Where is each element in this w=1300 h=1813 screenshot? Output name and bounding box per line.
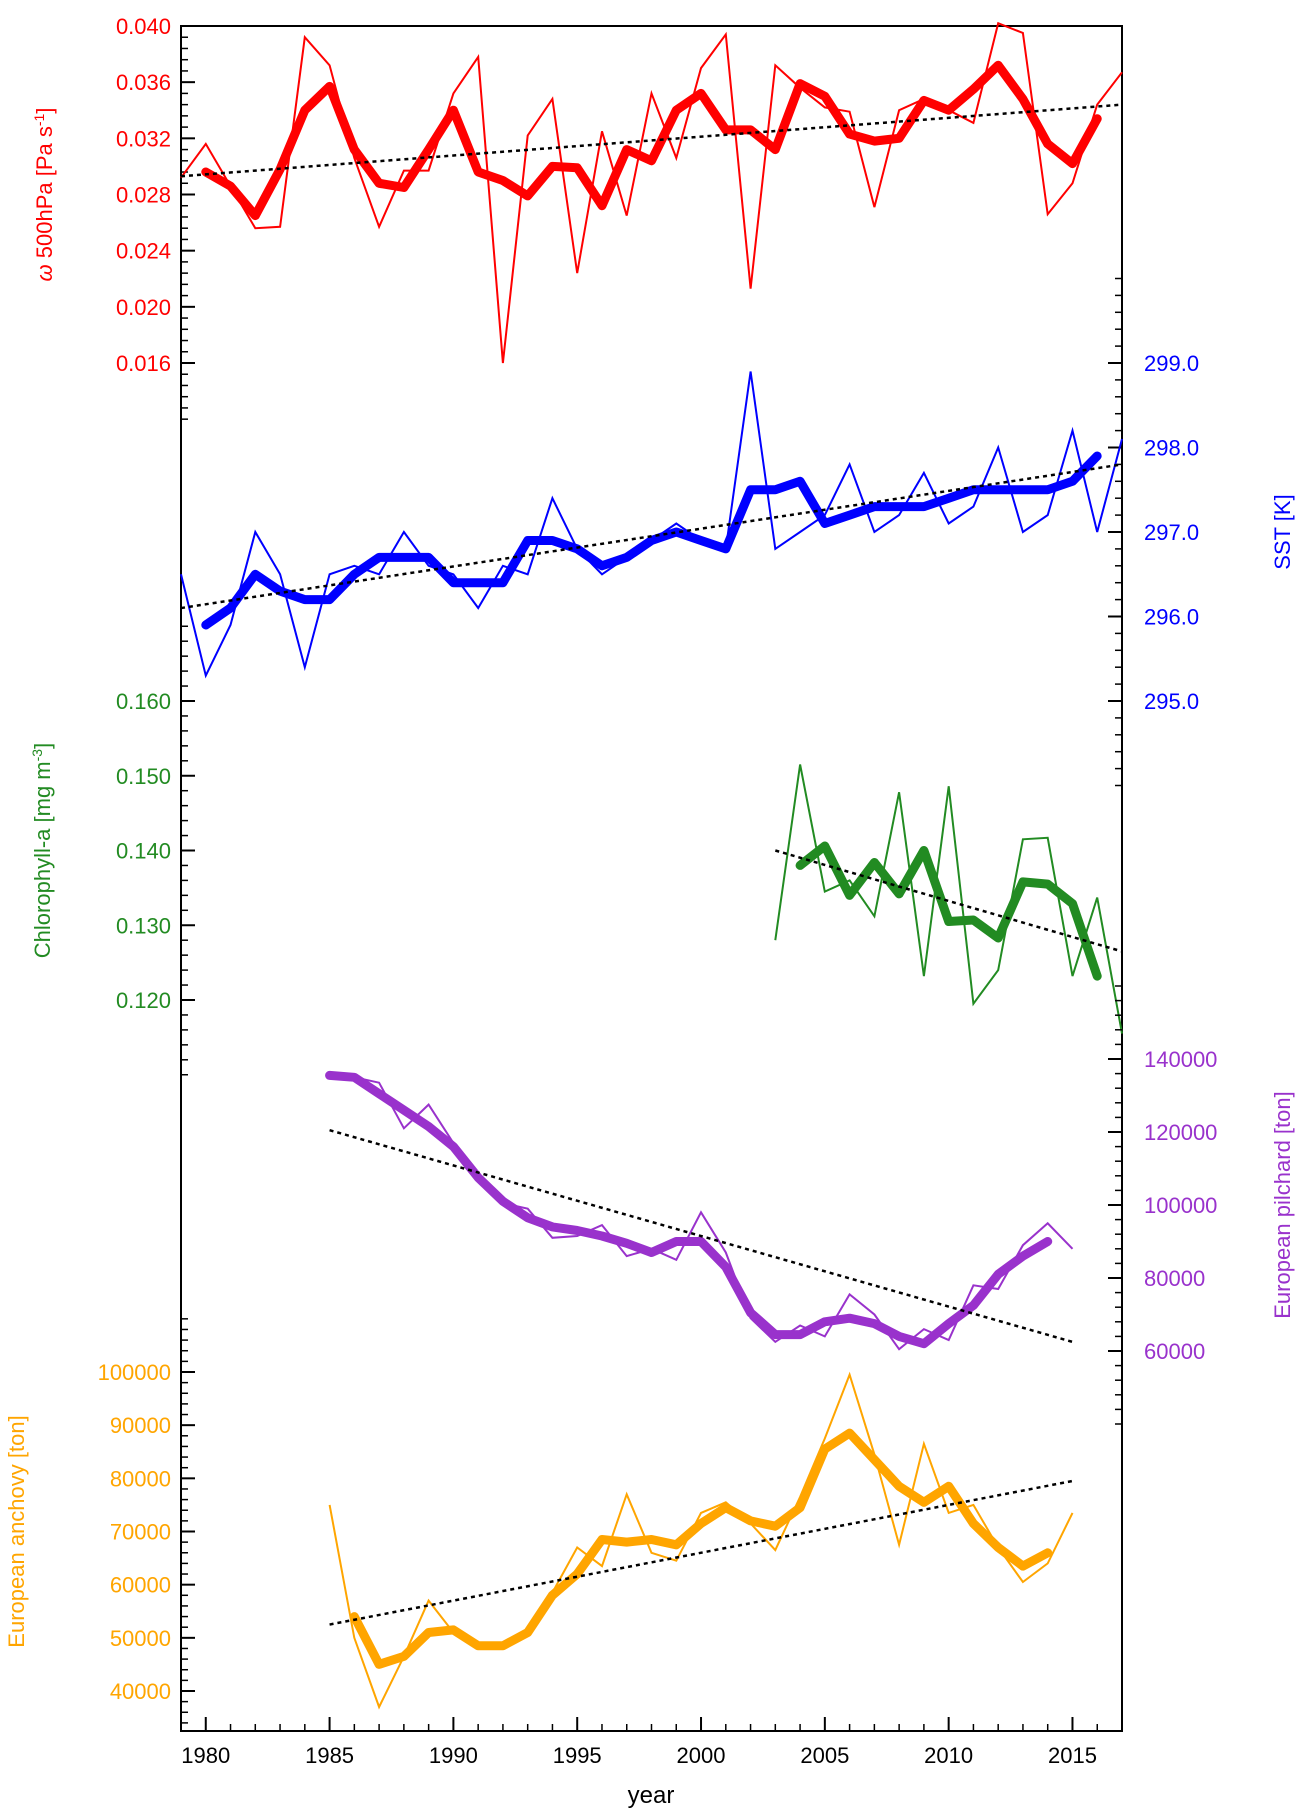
xtick-label: 1980 [181,1743,230,1768]
ytick-label-chl: 0.150 [116,764,171,789]
ytick-label-sst: 295.0 [1144,689,1199,714]
annual-series-omega [180,21,1123,364]
ylabel-chl: Chlorophyll-a [mg m-3] [29,743,55,958]
ylabel-main: Chlorophyll-a [mg m [30,761,55,958]
smoothed-series-omega [201,60,1102,221]
annual-series-pilchard [329,1074,1074,1351]
ylabel-pilchard: European pilchard [ton] [1270,1091,1295,1319]
ylabel-end: ] [32,108,57,114]
ytick-label-anchovy: 100000 [98,1360,171,1385]
ylabel-symbol: ω [32,264,57,281]
ytick-label-sst: 298.0 [1144,436,1199,461]
ylabel-omega: ω 500hPa [Pa s-1] [31,108,57,282]
ytick-label-sst: 296.0 [1144,605,1199,630]
panel-chl: 0.120 0.130 0.140 0.150 0.160 Chlorophyll-a [… [29,625,1123,1076]
ytick-label-omega: 0.032 [116,126,171,151]
ytick-label-omega: 0.028 [116,183,171,208]
x-axis: 1980 1985 1990 1995 2000 2005 2010 2015 [180,1717,1123,1768]
ytick-label-sst: 299.0 [1144,351,1199,376]
ytick-label-omega: 0.040 [116,14,171,39]
smoothed-series-pilchard [325,1070,1053,1349]
ytick-label-pilchard: 60000 [1144,1339,1205,1364]
ytick-label-chl: 0.120 [116,988,171,1013]
ytick-label-pilchard: 100000 [1144,1193,1217,1218]
ytick-label-anchovy: 80000 [110,1466,171,1491]
panel-sst: 295.0 296.0 297.0 298.0 299.0 SST [K] [180,277,1295,787]
ytick-label-pilchard: 120000 [1144,1120,1217,1145]
xtick-label: 1990 [429,1743,478,1768]
ylabel-end: ] [30,743,55,749]
chart-panels: 0.016 0.020 0.024 0.028 0.032 0.036 0.040 ω 500… [4,14,1295,1724]
xtick-label: 2015 [1048,1743,1097,1768]
ylabel-sup: -3 [29,749,45,762]
ylabel-anchovy: European anchovy [ton] [4,1415,29,1647]
ytick-label-anchovy: 40000 [110,1679,171,1704]
ytick-label-omega: 0.016 [116,351,171,376]
ylabel-sup: -1 [31,113,47,126]
xtick-label: 2000 [677,1743,726,1768]
annual-series-sst [180,371,1123,679]
ylabel-sst: SST [K] [1270,494,1295,569]
trend-line-omega [180,103,1123,178]
ytick-label-pilchard: 80000 [1144,1266,1205,1291]
ytick-label-anchovy: 90000 [110,1413,171,1438]
ytick-label-chl: 0.140 [116,839,171,864]
x-axis-title: year [628,1782,675,1809]
ytick-label-anchovy: 50000 [110,1626,171,1651]
ytick-label-chl: 0.160 [116,689,171,714]
trend-line-pilchard [329,1128,1073,1344]
annual-series-chl [774,764,1123,1034]
annual-series-anchovy [328,1371,1074,1710]
panel-pilchard: 60000 80000 100000 120000 140000 European pil… [325,985,1295,1425]
smoothed-series-anchovy [349,1428,1053,1669]
panel-omega: 0.016 0.020 0.024 0.028 0.032 0.036 0.040 ω 500… [31,14,1123,420]
smoothed-series-sst [201,451,1102,630]
trend-line-sst [180,463,1123,610]
ylabel-main: 500hPa [Pa s [32,126,57,264]
ytick-label-anchovy: 60000 [110,1573,171,1598]
ytick-label-omega: 0.024 [116,239,171,264]
panel-anchovy: 40000 50000 60000 70000 80000 90000 100000 Euro… [4,1318,1074,1724]
ytick-label-omega: 0.036 [116,70,171,95]
ytick-label-chl: 0.130 [116,913,171,938]
ytick-label-sst: 297.0 [1144,520,1199,545]
xtick-label: 2010 [924,1743,973,1768]
plot-frame [180,25,1123,1732]
trend-line-anchovy [329,1479,1073,1626]
xtick-label: 1985 [305,1743,354,1768]
ytick-label-anchovy: 70000 [110,1520,171,1545]
smoothed-series-chl [795,841,1102,981]
ytick-label-omega: 0.020 [116,295,171,320]
xtick-label: 1995 [553,1743,602,1768]
ytick-label-pilchard: 140000 [1144,1047,1217,1072]
xtick-label: 2005 [800,1743,849,1768]
